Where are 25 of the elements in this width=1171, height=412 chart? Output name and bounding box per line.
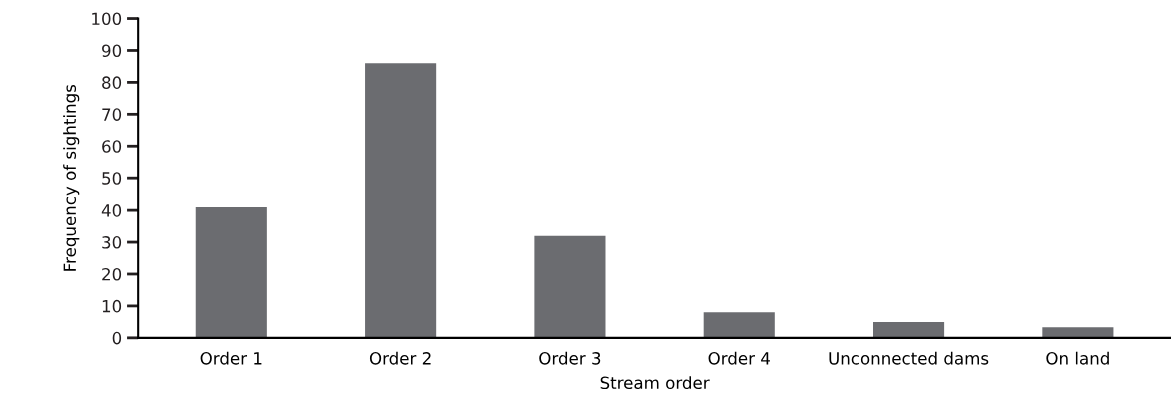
x-tick-label: Order 2	[369, 351, 431, 365]
y-tick-label: 0	[112, 331, 122, 345]
x-tick-label: Order 4	[708, 351, 770, 365]
y-tick-label: 30	[102, 236, 122, 249]
y-tick-label: 20	[102, 267, 122, 281]
x-axis-title: Stream order	[600, 376, 710, 390]
y-tick-label: 100	[92, 12, 122, 26]
y-tick-label: 10	[102, 299, 122, 313]
x-tick-label: Order 3	[539, 351, 601, 365]
y-axis-title: Frequency of sightings	[63, 84, 80, 271]
y-tick-label: 80	[102, 76, 122, 89]
x-tick-label: Unconnected dams	[829, 351, 989, 365]
y-tick-label: 50	[102, 172, 122, 185]
bar	[1042, 327, 1114, 338]
y-tick-label: 40	[101, 204, 122, 217]
y-tick-label: 70	[102, 108, 122, 121]
bar	[703, 312, 775, 338]
x-tick-label: Order 1	[200, 351, 262, 365]
bar	[873, 321, 945, 338]
bar	[365, 63, 437, 338]
x-tick-label: On land	[1046, 351, 1109, 365]
y-tick-label: 90	[102, 44, 122, 58]
bar	[534, 235, 606, 338]
y-tick-label: 60	[102, 140, 122, 153]
bar	[195, 206, 267, 338]
